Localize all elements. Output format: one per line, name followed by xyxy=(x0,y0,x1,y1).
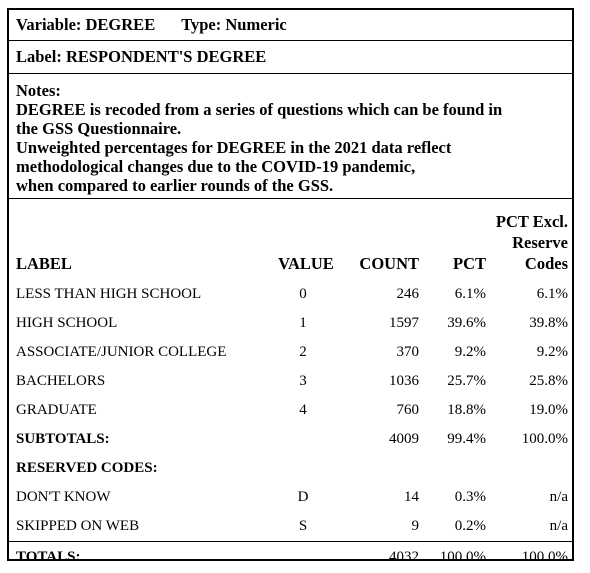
col-label-header: LABEL xyxy=(9,199,271,280)
notes-line: the GSS Questionnaire. xyxy=(16,119,572,138)
row-value: 4 xyxy=(271,396,335,425)
table-row: LESS THAN HIGH SCHOOL 0 246 6.1% 6.1% xyxy=(9,280,572,309)
reserved-codes-header: RESERVED CODES: xyxy=(9,454,572,483)
row-label: BACHELORS xyxy=(9,367,271,396)
row-count: 14 xyxy=(335,483,419,512)
totals-row: TOTALS: 4032 100.0% 100.0% xyxy=(9,542,572,573)
row-pct: 9.2% xyxy=(419,338,486,367)
variable-type: Type: Numeric xyxy=(181,15,287,34)
col-pct-header: PCT xyxy=(419,199,486,280)
row-pct-excl: n/a xyxy=(486,483,572,512)
frequency-table: LABEL VALUE COUNT PCT PCT Excl. Reserve … xyxy=(9,199,572,573)
subtotals-count: 4009 xyxy=(335,425,419,454)
codebook-frame: Variable: DEGREE Type: Numeric Label: RES… xyxy=(7,8,574,561)
notes-line: methodological changes due to the COVID-… xyxy=(16,157,572,176)
row-count: 760 xyxy=(335,396,419,425)
row-pct: 18.8% xyxy=(419,396,486,425)
row-label: HIGH SCHOOL xyxy=(9,309,271,338)
row-count: 370 xyxy=(335,338,419,367)
table-row: GRADUATE 4 760 18.8% 19.0% xyxy=(9,396,572,425)
notes-section: Notes: DEGREE is recoded from a series o… xyxy=(9,74,572,199)
row-pct-excl: 39.8% xyxy=(486,309,572,338)
row-value: 0 xyxy=(271,280,335,309)
row-pct-excl: 9.2% xyxy=(486,338,572,367)
table-row: HIGH SCHOOL 1 1597 39.6% 39.8% xyxy=(9,309,572,338)
reserved-codes-header-row: RESERVED CODES: xyxy=(9,454,572,483)
subtotals-pct: 99.4% xyxy=(419,425,486,454)
subtotals-value xyxy=(271,425,335,454)
col-pct-excl-line2: Reserve xyxy=(486,232,568,253)
totals-pct-excl: 100.0% xyxy=(486,542,572,573)
column-header-row: LABEL VALUE COUNT PCT PCT Excl. Reserve … xyxy=(9,199,572,280)
row-label: LESS THAN HIGH SCHOOL xyxy=(9,280,271,309)
col-pct-excl-header: PCT Excl. Reserve Codes xyxy=(486,199,572,280)
row-value: 2 xyxy=(271,338,335,367)
notes-line: when compared to earlier rounds of the G… xyxy=(16,176,572,195)
row-pct-excl: n/a xyxy=(486,512,572,542)
row-pct: 0.3% xyxy=(419,483,486,512)
totals-label: TOTALS: xyxy=(9,542,271,573)
variable-header: Variable: DEGREE Type: Numeric xyxy=(9,10,572,41)
col-pct-excl-line1: PCT Excl. xyxy=(486,211,568,232)
col-value-header: VALUE xyxy=(271,199,335,280)
totals-count: 4032 xyxy=(335,542,419,573)
row-pct: 39.6% xyxy=(419,309,486,338)
row-value: S xyxy=(271,512,335,542)
row-count: 9 xyxy=(335,512,419,542)
row-value: 3 xyxy=(271,367,335,396)
row-value: D xyxy=(271,483,335,512)
subtotals-pct-excl: 100.0% xyxy=(486,425,572,454)
row-pct: 25.7% xyxy=(419,367,486,396)
row-count: 1597 xyxy=(335,309,419,338)
notes-line: Unweighted percentages for DEGREE in the… xyxy=(16,138,572,157)
subtotals-label: SUBTOTALS: xyxy=(9,425,271,454)
variable-label: Label: RESPONDENT'S DEGREE xyxy=(9,41,572,74)
col-count-header: COUNT xyxy=(335,199,419,280)
totals-value xyxy=(271,542,335,573)
table-row: BACHELORS 3 1036 25.7% 25.8% xyxy=(9,367,572,396)
row-label: ASSOCIATE/JUNIOR COLLEGE xyxy=(9,338,271,367)
row-value: 1 xyxy=(271,309,335,338)
row-count: 1036 xyxy=(335,367,419,396)
row-pct: 6.1% xyxy=(419,280,486,309)
row-count: 246 xyxy=(335,280,419,309)
notes-line: DEGREE is recoded from a series of quest… xyxy=(16,100,572,119)
row-label: GRADUATE xyxy=(9,396,271,425)
notes-title: Notes: xyxy=(16,81,572,100)
table-row: ASSOCIATE/JUNIOR COLLEGE 2 370 9.2% 9.2% xyxy=(9,338,572,367)
variable-name: Variable: DEGREE xyxy=(16,15,155,34)
col-pct-excl-line3: Codes xyxy=(486,253,568,274)
row-pct-excl: 25.8% xyxy=(486,367,572,396)
row-pct-excl: 6.1% xyxy=(486,280,572,309)
table-row: DON'T KNOW D 14 0.3% n/a xyxy=(9,483,572,512)
row-label: SKIPPED ON WEB xyxy=(9,512,271,542)
table-row: SKIPPED ON WEB S 9 0.2% n/a xyxy=(9,512,572,542)
subtotals-row: SUBTOTALS: 4009 99.4% 100.0% xyxy=(9,425,572,454)
totals-pct: 100.0% xyxy=(419,542,486,573)
row-label: DON'T KNOW xyxy=(9,483,271,512)
row-pct: 0.2% xyxy=(419,512,486,542)
row-pct-excl: 19.0% xyxy=(486,396,572,425)
